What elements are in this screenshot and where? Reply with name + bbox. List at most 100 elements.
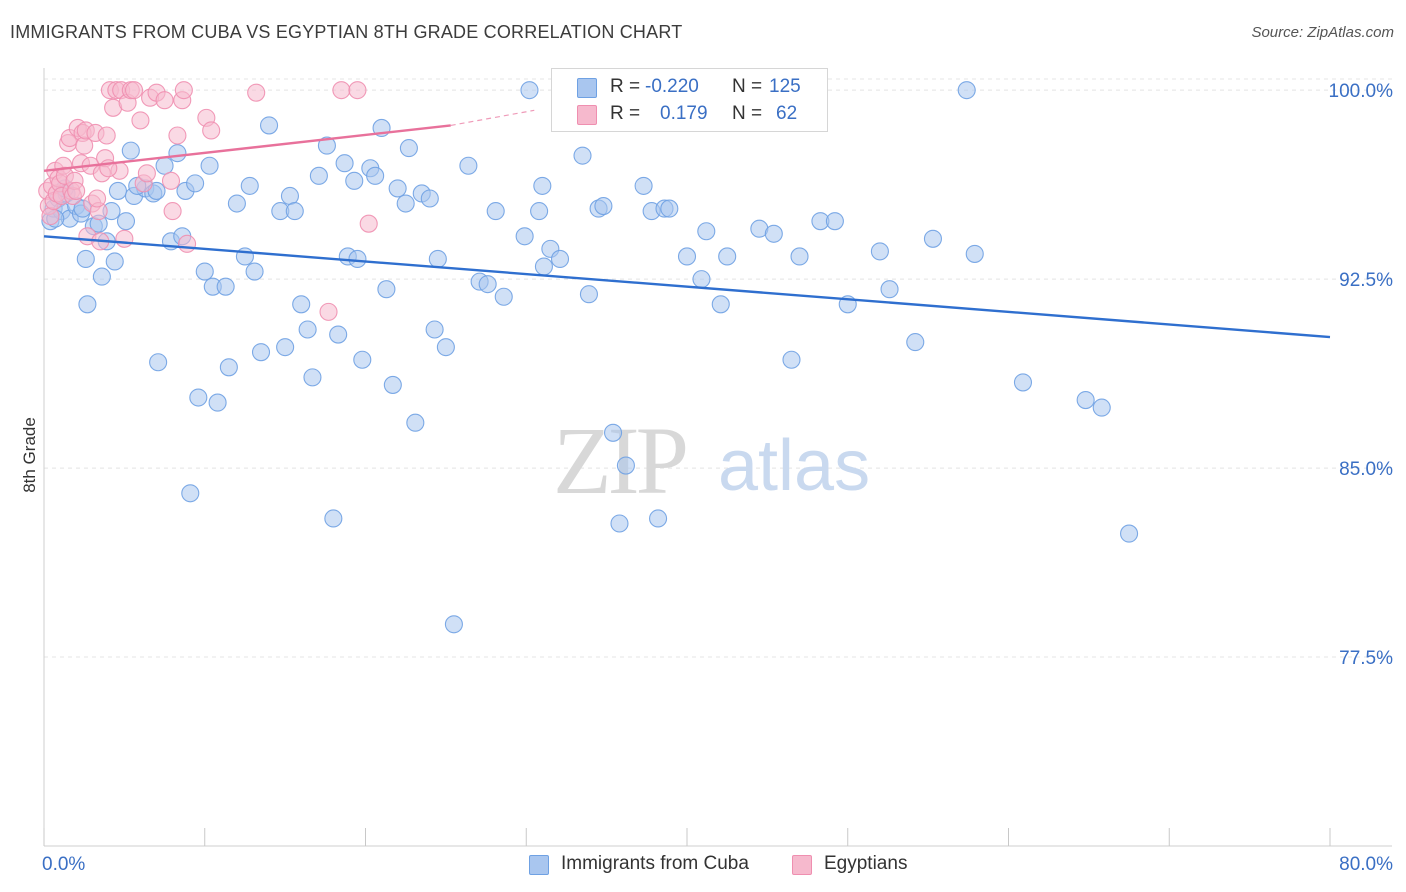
data-point bbox=[332, 81, 351, 100]
data-point bbox=[131, 111, 150, 130]
data-point bbox=[660, 199, 679, 218]
data-point bbox=[494, 287, 513, 306]
data-point bbox=[594, 197, 613, 216]
data-point bbox=[335, 154, 354, 173]
data-point bbox=[219, 358, 238, 377]
legend-row-egyptians: R = 0.179 N = 62 bbox=[552, 100, 827, 128]
legend-n-value-cuba: 125 bbox=[769, 76, 801, 97]
data-point bbox=[303, 368, 322, 387]
data-point bbox=[137, 164, 156, 183]
data-point bbox=[251, 343, 271, 362]
bottom-legend-label-egyptians: Egyptians bbox=[824, 853, 908, 874]
data-point bbox=[880, 280, 899, 299]
bottom-legend-label-cuba: Immigrants from Cuba bbox=[561, 853, 749, 874]
data-point bbox=[965, 244, 984, 263]
data-point bbox=[1092, 398, 1111, 417]
data-point bbox=[174, 81, 193, 100]
data-point bbox=[790, 247, 809, 266]
data-point bbox=[486, 202, 505, 221]
data-point bbox=[345, 171, 364, 190]
data-point bbox=[425, 320, 444, 339]
data-point bbox=[692, 270, 711, 289]
data-point bbox=[1120, 524, 1139, 543]
data-point bbox=[124, 81, 144, 100]
y-tick-labels: 100.0% 92.5% 85.0% 77.5% bbox=[1329, 81, 1394, 669]
data-point bbox=[178, 234, 197, 253]
data-point bbox=[41, 207, 60, 226]
data-point bbox=[530, 202, 549, 221]
y-tick-label: 92.5% bbox=[1339, 270, 1393, 291]
data-point bbox=[276, 338, 295, 357]
legend-swatch-cuba bbox=[577, 78, 597, 98]
y-axis-label: 8th Grade bbox=[20, 417, 39, 493]
trend-line-extension bbox=[450, 109, 535, 127]
data-point bbox=[610, 514, 629, 533]
data-point bbox=[348, 249, 367, 269]
data-point bbox=[1076, 391, 1095, 410]
data-point bbox=[957, 81, 976, 100]
data-point bbox=[116, 212, 136, 231]
data-point bbox=[92, 267, 111, 286]
data-point bbox=[186, 174, 205, 193]
data-point bbox=[782, 350, 801, 369]
y-tick-label: 85.0% bbox=[1339, 459, 1393, 480]
data-point bbox=[825, 212, 844, 231]
data-point bbox=[168, 144, 187, 163]
data-point bbox=[406, 413, 425, 432]
data-point bbox=[324, 509, 343, 528]
data-point bbox=[764, 224, 783, 243]
data-point bbox=[208, 393, 227, 412]
bottom-legend-swatch-egyptians bbox=[792, 855, 812, 875]
data-point bbox=[259, 116, 279, 135]
data-point bbox=[906, 333, 925, 352]
data-point bbox=[533, 176, 552, 195]
data-point bbox=[189, 388, 208, 407]
data-point bbox=[616, 456, 635, 475]
data-point bbox=[697, 222, 716, 241]
data-point bbox=[200, 156, 219, 175]
data-point bbox=[579, 285, 598, 304]
data-point bbox=[359, 214, 378, 233]
data-point bbox=[121, 141, 140, 160]
data-point bbox=[280, 186, 299, 206]
data-point bbox=[711, 295, 730, 314]
data-point bbox=[366, 166, 385, 185]
data-point bbox=[76, 249, 95, 269]
data-point bbox=[168, 126, 187, 145]
data-point bbox=[677, 247, 697, 266]
data-point bbox=[428, 249, 447, 269]
data-point bbox=[420, 189, 439, 208]
data-point bbox=[108, 181, 127, 200]
data-point bbox=[573, 146, 592, 165]
legend-row-cuba: R = -0.220 N = 125 bbox=[552, 73, 827, 101]
watermark-atlas: atlas bbox=[718, 426, 870, 506]
data-point bbox=[155, 91, 174, 110]
data-point bbox=[181, 484, 200, 503]
data-point bbox=[298, 320, 317, 339]
data-point bbox=[149, 353, 168, 372]
data-point bbox=[1013, 373, 1033, 392]
data-point bbox=[329, 325, 348, 344]
data-point bbox=[377, 280, 396, 299]
data-point bbox=[163, 202, 182, 221]
data-point bbox=[459, 156, 478, 175]
legend-r-value-egyptians: 0.179 bbox=[660, 103, 708, 124]
x-tick-label-max: 80.0% bbox=[1339, 854, 1393, 875]
data-point bbox=[604, 423, 623, 442]
data-point bbox=[317, 136, 336, 155]
bottom-legend-swatch-cuba bbox=[529, 855, 549, 875]
data-point bbox=[923, 229, 942, 248]
y-tick-label: 100.0% bbox=[1329, 81, 1394, 102]
data-point bbox=[245, 262, 264, 281]
data-point bbox=[399, 139, 418, 158]
data-point bbox=[388, 179, 407, 198]
data-point bbox=[550, 249, 570, 269]
legend-n-label: N = bbox=[732, 103, 763, 124]
data-point bbox=[195, 262, 214, 281]
data-point bbox=[202, 121, 221, 140]
trend-lines bbox=[43, 109, 1331, 339]
legend-swatch-egyptians bbox=[577, 105, 597, 125]
data-point bbox=[534, 257, 553, 276]
trend-line bbox=[43, 124, 451, 172]
legend-r-label: R = bbox=[610, 76, 641, 97]
